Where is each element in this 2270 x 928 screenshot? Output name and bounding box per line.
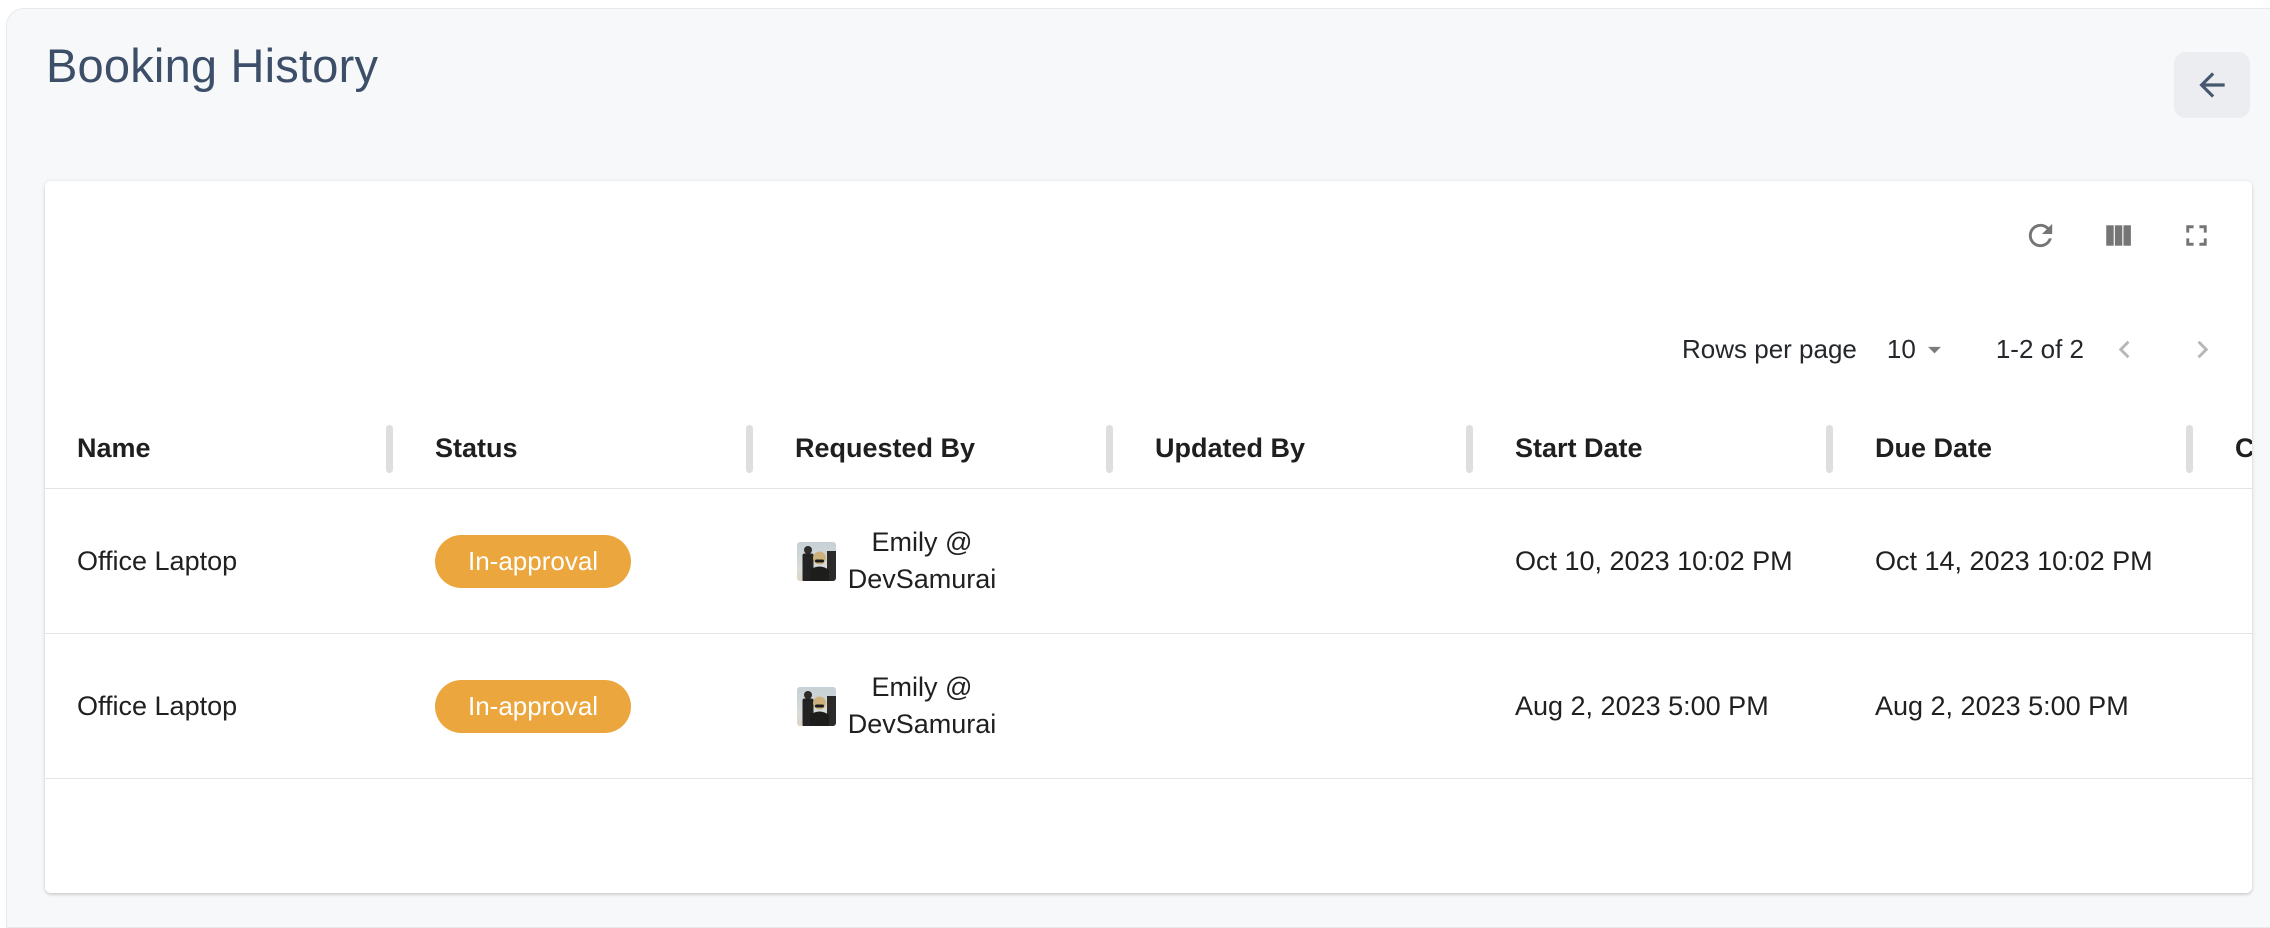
back-button[interactable] (2174, 52, 2250, 118)
cell-name: Office Laptop (77, 690, 238, 721)
cell-due-date: Oct 14, 2023 10:02 PM (1875, 545, 2153, 576)
previous-page-button[interactable] (2100, 325, 2148, 373)
column-header-name[interactable]: Name (45, 409, 389, 488)
cell-status: In-approval (389, 634, 749, 778)
view-columns-icon (2101, 218, 2136, 253)
cell-status: In-approval (389, 489, 749, 633)
fullscreen-button[interactable] (2172, 211, 2220, 259)
cell-created-at (2189, 634, 2252, 778)
avatar (797, 541, 836, 581)
cell-updated-by (1109, 634, 1469, 778)
status-badge: In-approval (435, 534, 632, 588)
column-header-due-date[interactable]: Due Date (1829, 409, 2189, 488)
booking-history-card: Rows per page 10 1-2 of 2 Name Status Re… (45, 181, 2252, 893)
rows-per-page-value: 10 (1886, 333, 1916, 364)
column-header-created-at[interactable]: Created At (2235, 433, 2252, 463)
arrow-drop-down-icon (1919, 334, 1950, 365)
cell-start-date: Aug 2, 2023 5:00 PM (1515, 690, 1769, 721)
requested-by-name: Emily @ DevSamurai (847, 527, 997, 594)
table-header-row: Name Status Requested By Updated By Star… (45, 409, 2252, 489)
cell-name: Office Laptop (77, 545, 238, 576)
arrow-back-icon (2193, 66, 2231, 104)
cell-created-at (2189, 489, 2252, 633)
chevron-right-icon (2185, 332, 2220, 367)
requested-by-name: Emily @ DevSamurai (847, 672, 997, 739)
pagination-range-label: 1-2 of 2 (1995, 333, 2084, 364)
fullscreen-icon (2179, 218, 2214, 253)
column-header-requested-by[interactable]: Requested By (749, 409, 1109, 488)
column-header-updated-by[interactable]: Updated By (1109, 409, 1469, 488)
page-title: Booking History (46, 39, 379, 92)
cell-start-date: Oct 10, 2023 10:02 PM (1515, 545, 1793, 576)
cell-requested-by: Emily @ DevSamurai (749, 634, 1109, 778)
chevron-left-icon (2107, 332, 2142, 367)
status-badge: In-approval (435, 679, 632, 733)
rows-per-page-select[interactable]: 10 (1887, 334, 1950, 365)
column-header-start-date[interactable]: Start Date (1469, 409, 1829, 488)
pagination-bar: Rows per page 10 1-2 of 2 (45, 289, 2252, 409)
table-toolbar (45, 181, 2252, 289)
cell-due-date: Aug 2, 2023 5:00 PM (1875, 690, 2129, 721)
view-columns-button[interactable] (2094, 211, 2142, 259)
refresh-icon (2023, 218, 2058, 253)
column-header-status[interactable]: Status (389, 409, 749, 488)
next-page-button[interactable] (2178, 325, 2226, 373)
table-footer-space (45, 779, 2252, 893)
avatar (797, 686, 836, 726)
table-row[interactable]: Office Laptop In-approval (45, 489, 2252, 634)
cell-updated-by (1109, 489, 1469, 633)
refresh-button[interactable] (2016, 211, 2064, 259)
rows-per-page-label: Rows per page (1682, 333, 1857, 364)
cell-requested-by: Emily @ DevSamurai (749, 489, 1109, 633)
table-row[interactable]: Office Laptop In-approval Emily @ DevSam… (45, 634, 2252, 779)
